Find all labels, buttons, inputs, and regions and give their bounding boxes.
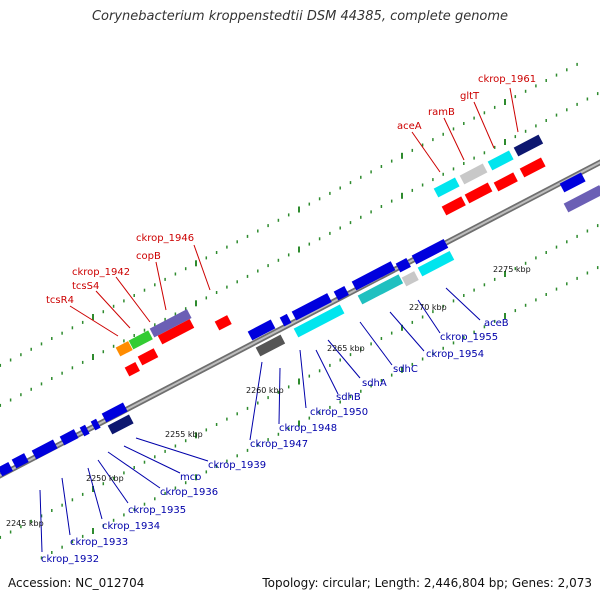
gene-ckrop-1936[interactable] [90,418,101,431]
label-ckrop-1954[interactable]: ckrop_1954 [426,349,484,360]
gene-acea[interactable] [441,196,466,216]
gene-ckrop-1954[interactable] [411,238,449,265]
gene-tcss4[interactable] [137,348,159,366]
accession-text: Accession: NC_012704 [8,576,145,590]
gene-acea-cyan[interactable] [433,177,460,198]
label-ckrop-1946[interactable]: ckrop_1946 [136,233,194,244]
gene-ckrop-1947[interactable] [247,319,276,341]
label-ckrop-1934[interactable]: ckrop_1934 [102,521,160,532]
scale-2250: 2250 kbp [86,474,124,483]
label-tcss4[interactable]: tcsS4 [72,281,99,292]
label-ckrop-1950[interactable]: ckrop_1950 [310,407,368,418]
gene-mco[interactable] [101,402,128,423]
leader-lines [39,87,519,553]
gene-ramb-grey[interactable] [459,163,488,185]
gene-tcss4-green[interactable] [128,330,153,350]
gene-copb[interactable] [157,318,195,345]
gene-ckrop-1933[interactable] [31,439,58,460]
gene-ckrop-1946[interactable] [214,315,232,331]
scale-2275: 2275 kbp [493,265,531,274]
gene-ckrop-1955[interactable] [401,271,419,287]
map-title: Corynebacterium kroppenstedtii DSM 44385… [91,9,509,24]
label-sdhb[interactable]: sdhB [336,392,361,403]
gene-aceb[interactable] [417,250,455,277]
label-aceb[interactable]: aceB [484,318,509,329]
gene-gltt[interactable] [493,172,518,192]
label-ckrop-1947[interactable]: ckrop_1947 [250,439,308,450]
gene-ckrop-1939[interactable] [107,414,134,435]
scale-labels: 2245 kbp 2250 kbp 2255 kbp 2260 kbp 2265… [6,265,531,528]
label-tcsr4[interactable]: tcsR4 [46,295,74,306]
gene-labels-forward: tcsR4 tcsS4 ckrop_1942 copB ckrop_1946 a… [46,74,536,306]
gene-purple-right[interactable] [563,185,600,213]
gene-ckrop-1942-purple[interactable] [149,309,192,338]
label-ckrop-1948[interactable]: ckrop_1948 [279,423,337,434]
gene-ckrop-1934[interactable] [59,429,79,446]
gene-ckrop-1950[interactable] [291,293,332,321]
gene-ckrop-1961-red[interactable] [519,157,546,178]
gene-ramb[interactable] [464,182,493,204]
gene-tcsr4-orange[interactable] [115,341,133,357]
gene-ckrop-1932[interactable] [11,453,29,469]
gene-ckrop-1948[interactable] [255,334,286,357]
gene-sdhb[interactable] [293,304,345,338]
topology-summary: Topology: circular; Length: 2,446,804 bp… [262,576,592,590]
gene-sdhc[interactable] [357,274,404,305]
gene-tcsr4[interactable] [124,362,140,377]
label-ckrop-1935[interactable]: ckrop_1935 [128,505,186,516]
label-ckrop-1955[interactable]: ckrop_1955 [440,332,498,343]
label-acea[interactable]: aceA [397,121,422,132]
gene-ckrop-1961-navy[interactable] [513,134,544,157]
label-ckrop-1942[interactable]: ckrop_1942 [72,267,130,278]
label-sdha[interactable]: sdhA [362,378,387,389]
label-ckrop-1961[interactable]: ckrop_1961 [478,74,536,85]
top-strand-genes [115,134,544,357]
forward-strand-genes [124,157,546,377]
label-ckrop-1939[interactable]: ckrop_1939 [208,460,266,471]
gene-sdha-small[interactable] [333,286,349,301]
label-sdhc[interactable]: sdhC [393,364,418,375]
scale-2270: 2270 kbp [409,303,447,312]
gene-ckrop-1954-small[interactable] [395,258,411,273]
label-gltt[interactable]: gltT [460,91,480,102]
label-mco[interactable]: mco [180,472,201,483]
gene-sdha[interactable] [351,261,396,291]
label-ckrop-1932[interactable]: ckrop_1932 [41,554,99,565]
gene-gltt-cyan[interactable] [487,150,514,171]
reverse-strand-genes [0,172,600,477]
gene-labels-reverse: ckrop_1932 ckrop_1933 ckrop_1934 ckrop_1… [41,318,509,565]
gene-ckrop-1935[interactable] [79,424,90,437]
scale-2265: 2265 kbp [327,344,365,353]
label-ramb[interactable]: ramB [428,107,455,118]
scale-2260: 2260 kbp [246,386,284,395]
scale-2255: 2255 kbp [165,430,203,439]
label-ckrop-1933[interactable]: ckrop_1933 [70,537,128,548]
label-ckrop-1936[interactable]: ckrop_1936 [160,487,218,498]
scale-2245: 2245 kbp [6,519,44,528]
label-copb[interactable]: copB [136,251,161,262]
tick-marks [0,62,599,560]
gene-ckrop-1950-small[interactable] [279,313,292,327]
gene-blue-1[interactable] [0,462,13,477]
gene-blue-right-1[interactable] [559,172,586,193]
